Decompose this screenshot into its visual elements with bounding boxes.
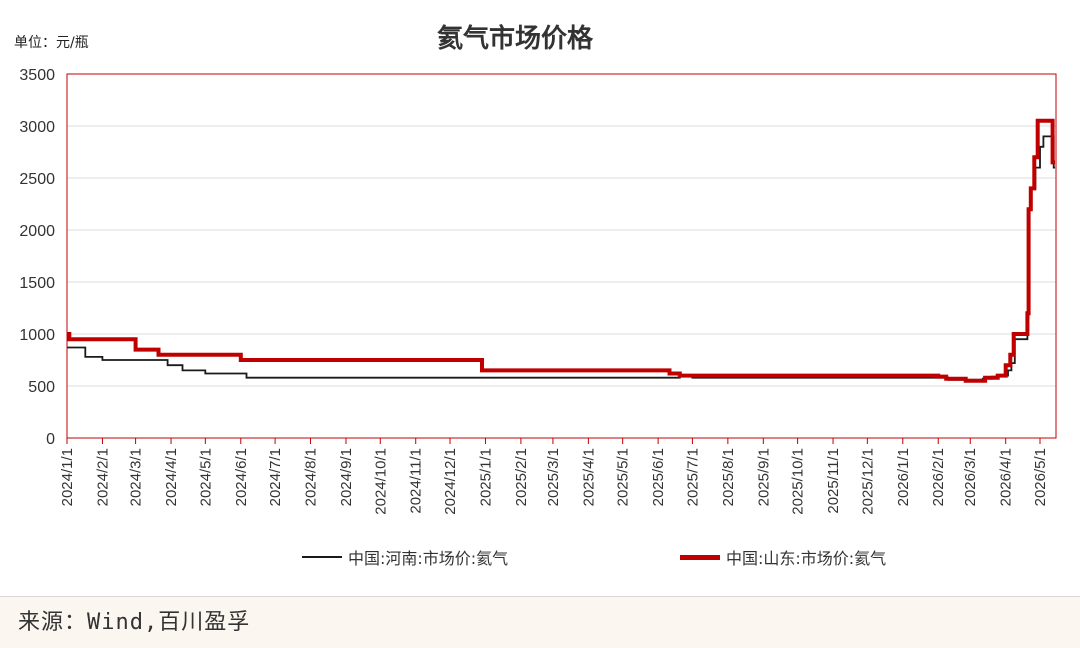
chart-title: 氦气市场价格 bbox=[436, 24, 593, 54]
legend-swatch-shandong bbox=[680, 554, 720, 560]
x-tick-label: 2025/7/1 bbox=[684, 448, 701, 506]
y-tick-label: 0 bbox=[46, 431, 55, 448]
x-tick-label: 2024/3/1 bbox=[128, 448, 145, 506]
x-tick-label: 2025/8/1 bbox=[720, 448, 737, 506]
x-tick-label: 2024/5/1 bbox=[197, 448, 214, 506]
x-tick-label: 2025/2/1 bbox=[513, 448, 530, 506]
gridlines bbox=[67, 125, 1056, 387]
x-tick-label: 2025/10/1 bbox=[790, 448, 807, 515]
x-axis: 2024/1/1 2024/2/1 2024/3/1 2024/4/1 2024/5/1… bbox=[59, 438, 1049, 515]
x-tick-label: 2024/10/1 bbox=[372, 448, 389, 515]
x-tick-label: 2026/4/1 bbox=[998, 448, 1015, 506]
legend-item-henan: 中国:河南:市场价:氦气 bbox=[302, 545, 508, 569]
x-tick-label: 2024/7/1 bbox=[267, 448, 284, 506]
x-tick-label: 2024/9/1 bbox=[338, 448, 355, 506]
y-tick-label: 3000 bbox=[19, 119, 55, 136]
y-tick-label: 2500 bbox=[19, 171, 55, 188]
x-tick-label: 2026/3/1 bbox=[962, 448, 979, 506]
x-tick-label: 2026/5/1 bbox=[1032, 448, 1049, 506]
legend-swatch-henan bbox=[302, 556, 342, 558]
y-tick-label: 3500 bbox=[19, 67, 55, 84]
legend-label-henan: 中国:河南:市场价:氦气 bbox=[348, 549, 509, 568]
x-tick-label: 2025/6/1 bbox=[650, 448, 667, 506]
x-tick-label: 2025/5/1 bbox=[615, 448, 632, 506]
y-tick-label: 1500 bbox=[19, 275, 55, 292]
y-tick-label: 1000 bbox=[19, 327, 55, 344]
x-tick-label: 2024/4/1 bbox=[163, 448, 180, 506]
x-tick-label: 2025/4/1 bbox=[580, 448, 597, 506]
x-tick-label: 2026/1/1 bbox=[895, 448, 912, 506]
x-tick-label: 2025/9/1 bbox=[755, 448, 772, 506]
y-tick-label: 500 bbox=[28, 379, 55, 396]
y-tick-label: 2000 bbox=[19, 223, 55, 240]
x-tick-label: 2025/3/1 bbox=[545, 448, 562, 506]
legend-label-shandong: 中国:山东:市场价:氦气 bbox=[726, 549, 887, 568]
legend: 中国:河南:市场价:氦气 中国:山东:市场价:氦气 bbox=[0, 545, 1080, 569]
x-tick-label: 2024/6/1 bbox=[233, 448, 250, 506]
series-line-shandong bbox=[67, 118, 1055, 383]
chart-card: 单位：元/瓶 氦气市场价格 0 500 1000 1500 2000 2500 3000 35… bbox=[0, 0, 1080, 597]
x-tick-label: 2025/12/1 bbox=[859, 448, 876, 515]
x-tick-label: 2024/12/1 bbox=[442, 448, 459, 515]
series-line-henan bbox=[67, 135, 1055, 381]
x-tick-label: 2024/11/1 bbox=[408, 448, 425, 514]
unit-label: 单位：元/瓶 bbox=[14, 35, 89, 51]
x-tick-label: 2025/1/1 bbox=[477, 448, 494, 506]
x-tick-label: 2026/2/1 bbox=[930, 448, 947, 506]
x-tick-label: 2024/1/1 bbox=[59, 448, 76, 506]
legend-item-shandong: 中国:山东:市场价:氦气 bbox=[680, 545, 886, 569]
source-note: 来源：Wind,百川盈孚 bbox=[18, 610, 251, 635]
y-axis: 0 500 1000 1500 2000 2500 3000 3500 bbox=[19, 67, 55, 448]
series-lines bbox=[67, 118, 1055, 383]
x-tick-label: 2024/8/1 bbox=[303, 448, 320, 506]
x-tick-label: 2024/2/1 bbox=[94, 448, 111, 506]
x-tick-label: 2025/11/1 bbox=[825, 448, 842, 514]
plot-frame bbox=[66, 73, 1057, 439]
